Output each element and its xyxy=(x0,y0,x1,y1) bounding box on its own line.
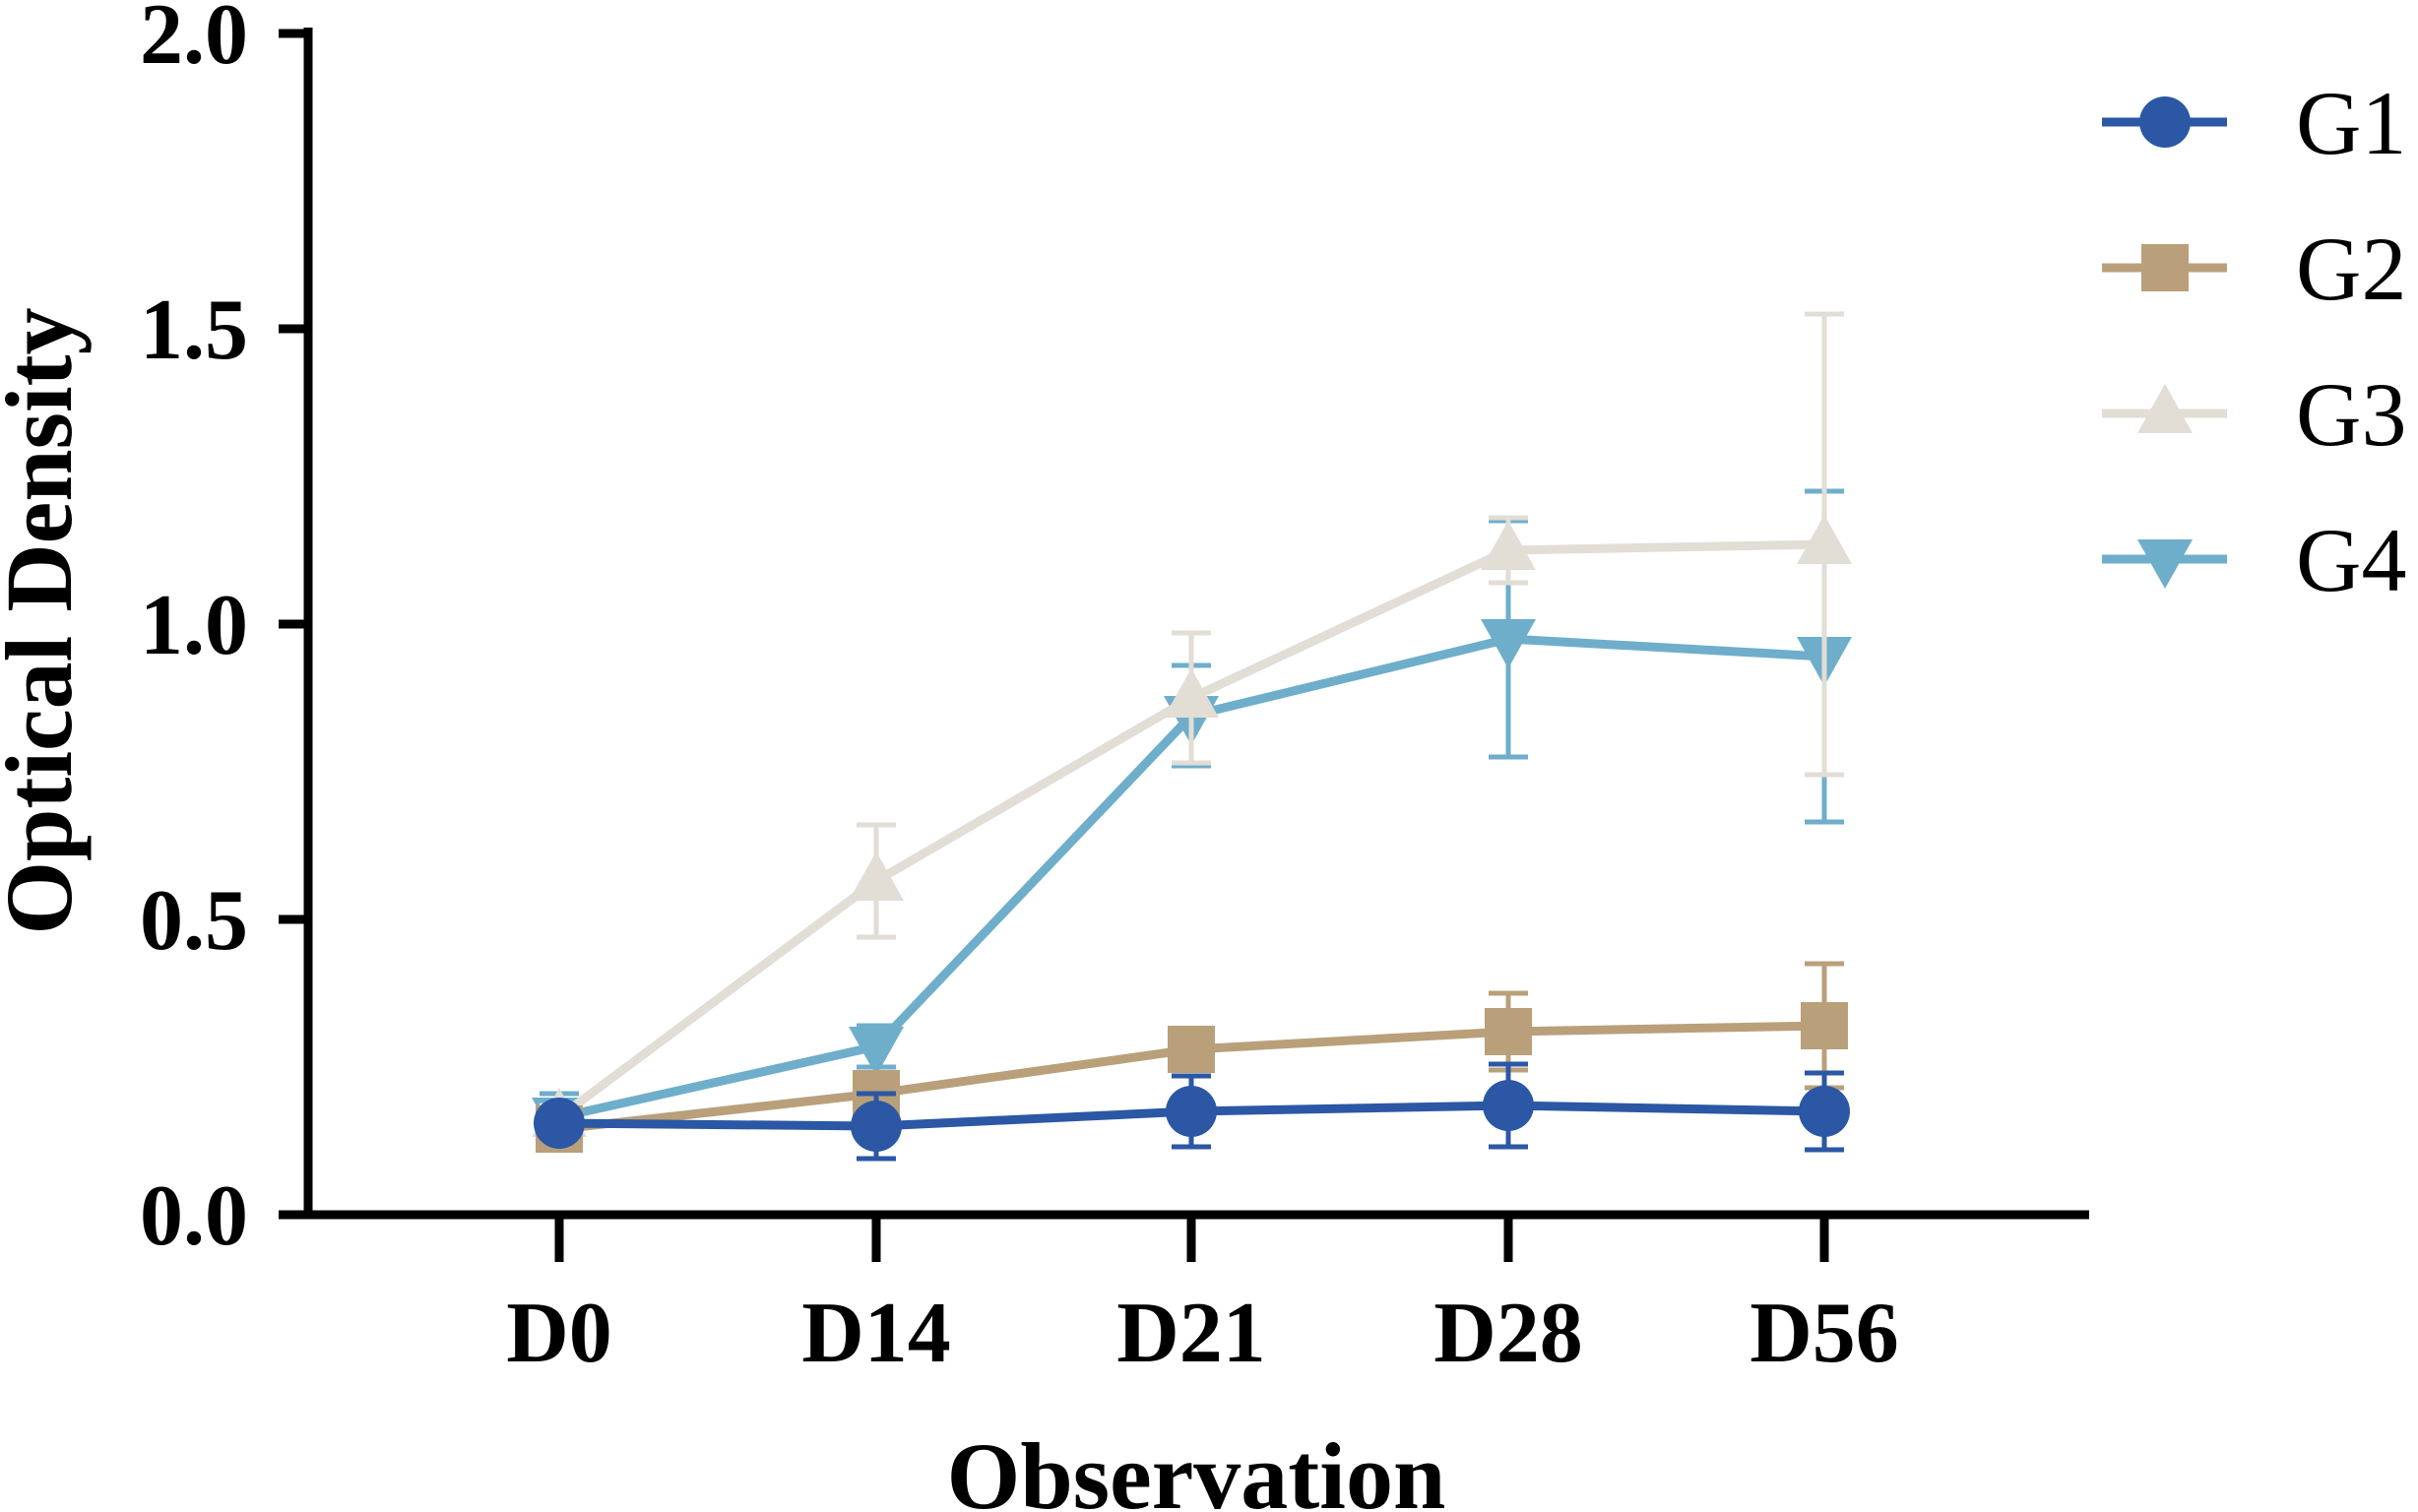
series-layer xyxy=(532,311,1852,1162)
legend-item-g4: G4 xyxy=(2102,510,2406,610)
x-tick-label: D21 xyxy=(1116,1286,1266,1381)
legend-item-g2: G2 xyxy=(2102,219,2406,319)
data-point xyxy=(1481,521,1536,570)
data-point xyxy=(1483,1080,1534,1131)
data-point xyxy=(534,1098,585,1149)
x-axis-title: Observation xyxy=(947,1423,1446,1512)
data-point xyxy=(1164,668,1219,718)
data-point xyxy=(849,1027,904,1076)
data-point xyxy=(851,1101,902,1152)
data-point xyxy=(1166,1086,1217,1137)
data-point xyxy=(1481,619,1536,668)
y-tick-label: 2.0 xyxy=(140,0,248,83)
legend-label: G2 xyxy=(2296,219,2406,319)
legend-item-g1: G1 xyxy=(2102,73,2406,173)
data-point xyxy=(1799,1086,1850,1137)
y-axis-title: Optical Density xyxy=(0,307,92,934)
series-g1 xyxy=(534,1061,1850,1162)
series-g3 xyxy=(532,311,1852,1137)
legend-label: G3 xyxy=(2296,364,2406,465)
x-tick-label: D14 xyxy=(801,1286,951,1381)
ticks-layer: 0.0 0.5 1.0 1.5 2.0 D0 D14 D21 D28 D56 xyxy=(140,0,1899,1381)
legend-label: G1 xyxy=(2296,73,2406,173)
data-point xyxy=(1797,515,1852,564)
legend-marker xyxy=(2137,539,2193,589)
data-point xyxy=(1485,1008,1532,1055)
x-tick-label: D0 xyxy=(506,1286,612,1381)
y-tick-label: 1.0 xyxy=(140,578,248,673)
legend-marker xyxy=(2139,96,2191,148)
x-tick-label: D28 xyxy=(1433,1286,1583,1381)
legend-marker xyxy=(2141,244,2189,291)
data-point xyxy=(1801,1002,1848,1049)
x-tick-label: D56 xyxy=(1750,1286,1899,1381)
legend-label: G4 xyxy=(2296,510,2406,610)
legend-item-g3: G3 xyxy=(2102,364,2406,465)
y-tick-label: 1.5 xyxy=(140,283,248,378)
data-point xyxy=(849,851,904,901)
legend-marker xyxy=(2137,384,2193,433)
y-tick-label: 0.0 xyxy=(140,1168,248,1264)
legend: G1 G2 G3 G4 xyxy=(2102,73,2406,610)
data-point xyxy=(1168,1026,1215,1073)
y-tick-label: 0.5 xyxy=(140,873,248,969)
